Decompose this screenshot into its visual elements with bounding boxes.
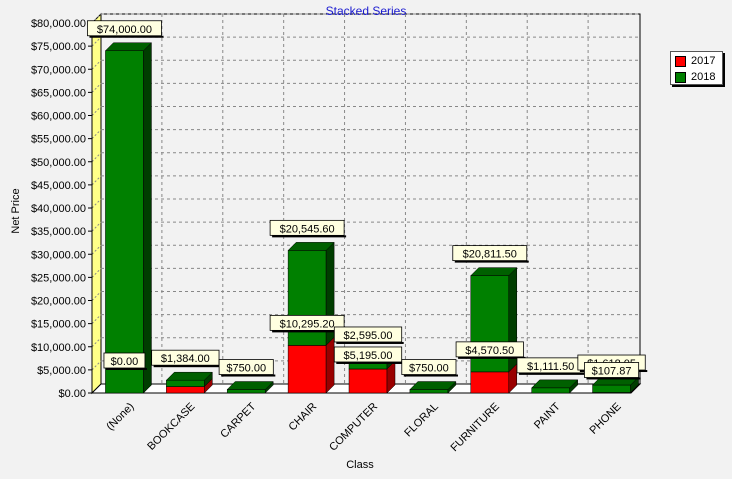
- data-label-2018-5: $750.00: [409, 363, 449, 375]
- data-label-2017-0-shadow: [105, 368, 147, 370]
- data-label-2017-3-shadow: [272, 330, 347, 333]
- bar-2018-6-top: [470, 267, 518, 276]
- data-label-2018-4: $2,595.00: [344, 330, 393, 342]
- y-tick-label: $25,000.00: [31, 272, 86, 284]
- bar-2018-0-top: [104, 42, 153, 51]
- bar-2018-2-front: [226, 389, 266, 394]
- x-tick-label: (None): [104, 401, 136, 433]
- bar-2018-0-front: [105, 50, 144, 394]
- x-tick-label: FLORAL: [402, 401, 441, 440]
- data-label-2018-1: $1,384.00: [161, 353, 210, 365]
- y-tick-label: $30,000.00: [31, 249, 86, 261]
- bar-2018-5-top: [409, 381, 457, 390]
- y-tick-label: $0.00: [58, 388, 86, 400]
- x-tick-label: PAINT: [532, 400, 563, 431]
- data-label-2018-7: $1,111.50: [527, 361, 574, 373]
- bar-2018-8-front: [592, 384, 631, 393]
- y-tick-label: $40,000.00: [31, 203, 86, 215]
- data-label-2018-0-shadow: [89, 35, 164, 38]
- data-label-2017-0: $0.00: [111, 356, 139, 368]
- bar-2017-3-side: [325, 336, 335, 394]
- legend-item-2018[interactable]: 2018: [675, 70, 722, 84]
- bar-2018-7-front: [531, 387, 570, 394]
- legend-label-2018: 2018: [691, 71, 716, 83]
- data-label-2017-8-shadow: [586, 377, 641, 380]
- plot-left-wall: [91, 12, 102, 395]
- x-tick-label: FURNITURE: [448, 401, 501, 454]
- data-label-2017-3: $10,295.20: [280, 318, 335, 330]
- data-label-2018-3: $20,545.60: [280, 223, 335, 235]
- bar-2017-4-front: [348, 368, 388, 394]
- x-tick-label: COMPUTER: [327, 401, 380, 454]
- bar-2018-1-front: [166, 379, 205, 387]
- x-tick-label: CHAIR: [287, 401, 320, 434]
- y-tick-label: $70,000.00: [31, 64, 86, 76]
- y-axis-label: Net Price: [10, 188, 22, 234]
- y-tick-label: $20,000.00: [31, 296, 86, 308]
- data-label-2018-1-shadow: [153, 365, 222, 368]
- legend-swatch-2017: [675, 55, 686, 67]
- x-tick-label: BOOKCASE: [145, 401, 197, 453]
- bar-2017-3-front: [287, 345, 327, 394]
- bar-2017-1-front: [166, 386, 205, 394]
- y-tick-label: $15,000.00: [31, 319, 86, 331]
- y-tick-label: $80,000.00: [31, 18, 86, 30]
- bar-2018-7-top: [531, 379, 579, 389]
- legend-swatch-2018: [675, 71, 686, 83]
- data-label-2018-6-shadow: [454, 260, 529, 263]
- data-label-2017-4-shadow: [336, 361, 404, 364]
- chart-title: Stacked Series: [325, 4, 407, 18]
- legend: 2017 2018: [670, 51, 723, 85]
- plot-back-wall: [100, 13, 641, 385]
- y-tick-label: $60,000.00: [31, 111, 86, 123]
- y-tick-label: $35,000.00: [31, 226, 86, 238]
- x-axis-label: Class: [346, 459, 374, 471]
- data-label-2018-4-shadow: [336, 341, 404, 344]
- bar-2017-6-front: [470, 371, 510, 394]
- bar-2018-3-top: [287, 242, 335, 251]
- data-label-2018-7-shadow: [518, 372, 587, 375]
- data-label-2018-0: $74,000.00: [97, 24, 152, 36]
- data-label-2018-3-shadow: [272, 235, 347, 238]
- y-tick-label: $45,000.00: [31, 180, 86, 192]
- data-label-2018-5-shadow: [403, 374, 458, 377]
- data-label-2017-8: $107.87: [592, 366, 632, 378]
- y-tick-label: $55,000.00: [31, 134, 86, 146]
- data-label-2018-2: $750.00: [226, 363, 266, 375]
- y-tick-label: $10,000.00: [31, 342, 86, 354]
- y-tick-label: $65,000.00: [31, 87, 86, 99]
- x-tick-label: PHONE: [588, 401, 624, 437]
- legend-item-2017[interactable]: 2017: [675, 54, 722, 68]
- data-label-2017-4: $5,195.00: [344, 350, 393, 362]
- bar-2018-2-top: [226, 381, 274, 390]
- data-label-2018-6: $20,811.50: [463, 249, 517, 261]
- bar-2018-0-side: [143, 42, 152, 394]
- x-tick-label: CARPET: [218, 400, 258, 440]
- data-label-2018-2-shadow: [221, 374, 276, 377]
- bar-2018-5-front: [409, 389, 449, 394]
- y-tick-label: $75,000.00: [31, 41, 86, 53]
- data-label-2017-6: $4,570.50: [465, 345, 514, 357]
- y-tick-label: $50,000.00: [31, 157, 86, 169]
- data-label-2017-6-shadow: [458, 356, 526, 359]
- legend-label-2017: 2017: [691, 55, 716, 67]
- y-tick-label: $5,000.00: [37, 365, 86, 377]
- bar-2018-1-top: [165, 371, 213, 381]
